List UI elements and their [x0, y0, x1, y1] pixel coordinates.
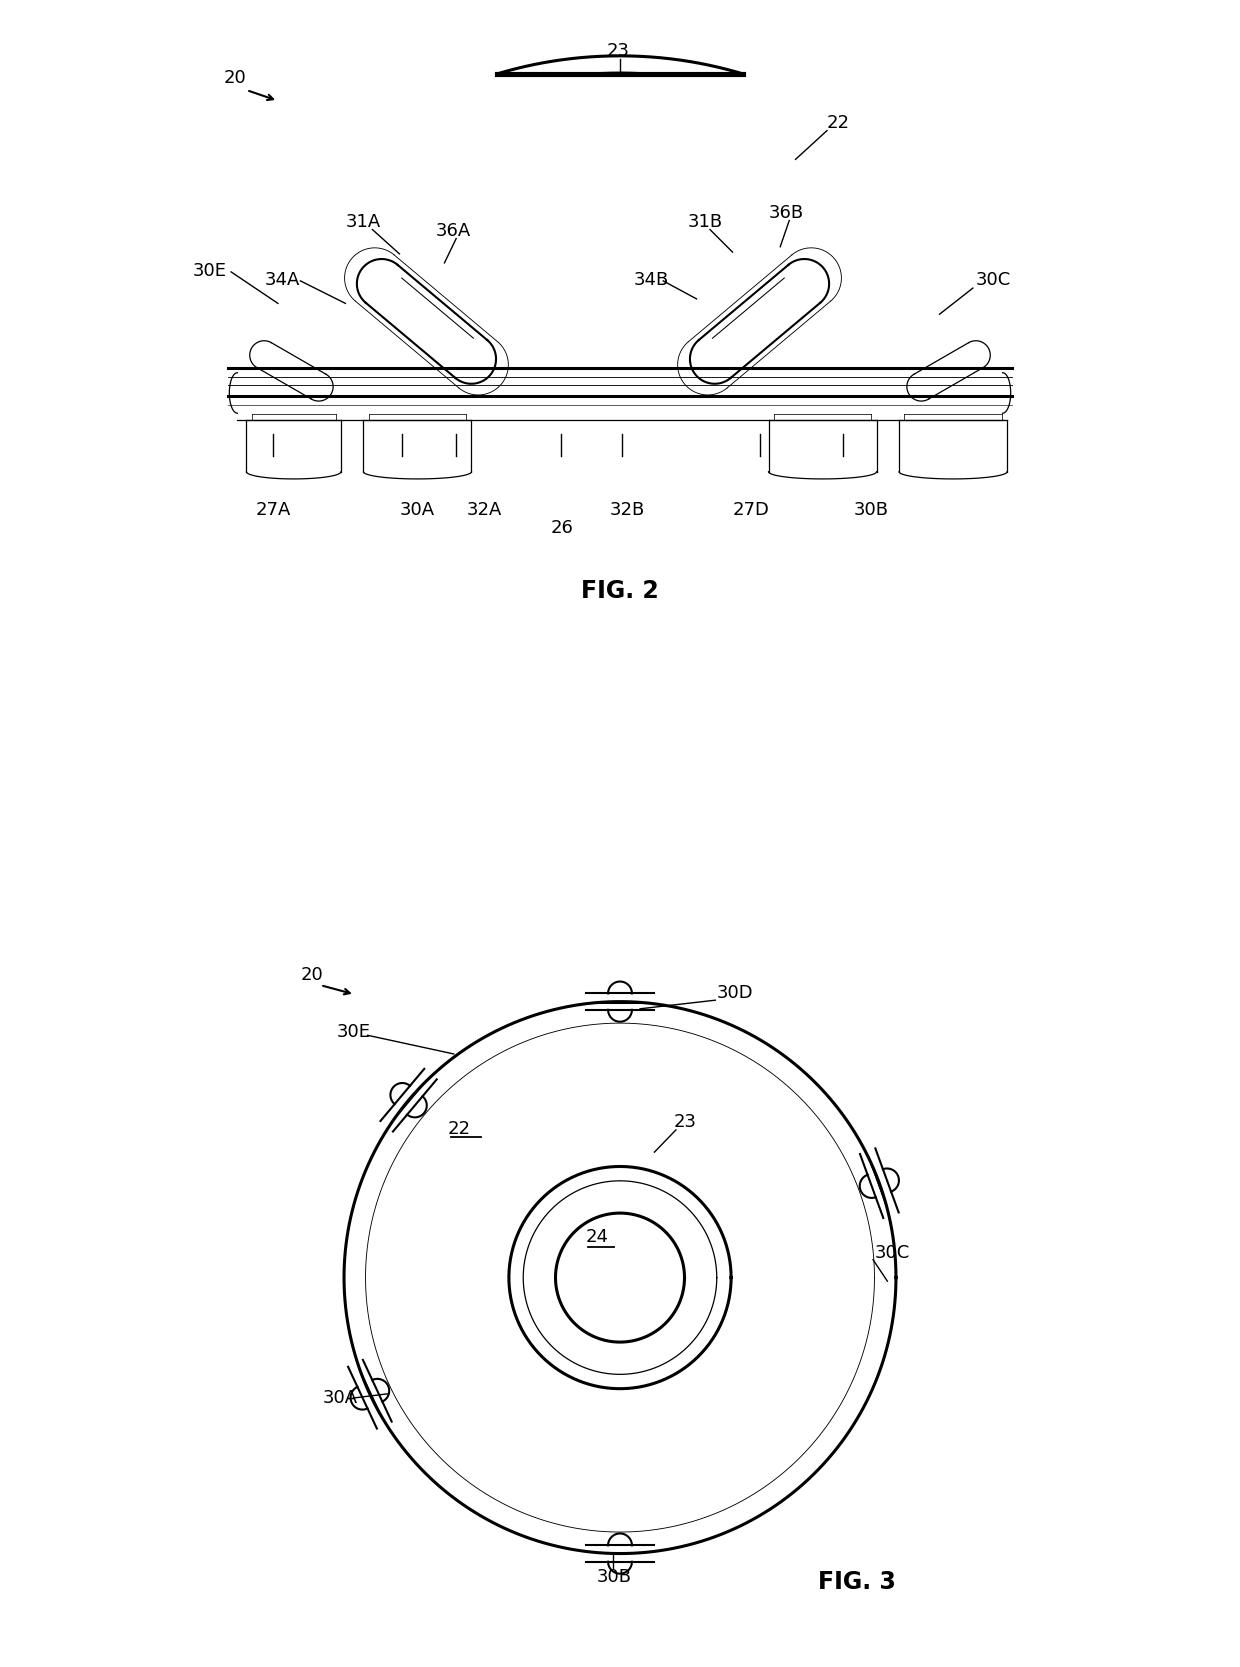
Text: 30C: 30C: [976, 272, 1011, 290]
Text: 34B: 34B: [634, 272, 668, 290]
Text: 30E: 30E: [192, 262, 227, 280]
Text: 30C: 30C: [875, 1244, 910, 1262]
Text: 27A: 27A: [255, 502, 291, 518]
Text: 20: 20: [301, 967, 324, 984]
Text: 23: 23: [606, 42, 630, 60]
Text: 31B: 31B: [687, 213, 723, 230]
Text: 26: 26: [551, 518, 574, 537]
Text: 24: 24: [585, 1229, 609, 1245]
Text: 27D: 27D: [733, 502, 769, 518]
Text: 22: 22: [448, 1120, 471, 1139]
Text: 34A: 34A: [264, 272, 300, 290]
Text: 30D: 30D: [717, 984, 754, 1002]
Text: 22: 22: [827, 113, 851, 132]
Text: FIG. 2: FIG. 2: [582, 580, 658, 603]
Text: 30B: 30B: [598, 1569, 632, 1587]
Text: 30E: 30E: [337, 1024, 371, 1042]
Text: 32B: 32B: [609, 502, 645, 518]
Text: 23: 23: [673, 1114, 697, 1130]
Text: 36A: 36A: [435, 222, 471, 240]
Text: 36B: 36B: [769, 203, 804, 222]
Text: 31A: 31A: [346, 213, 381, 230]
Text: 32A: 32A: [467, 502, 502, 518]
Text: 30A: 30A: [399, 502, 434, 518]
Text: FIG. 3: FIG. 3: [817, 1570, 895, 1594]
Text: 20: 20: [224, 68, 247, 87]
Text: 30A: 30A: [322, 1389, 357, 1407]
Text: 30B: 30B: [854, 502, 889, 518]
